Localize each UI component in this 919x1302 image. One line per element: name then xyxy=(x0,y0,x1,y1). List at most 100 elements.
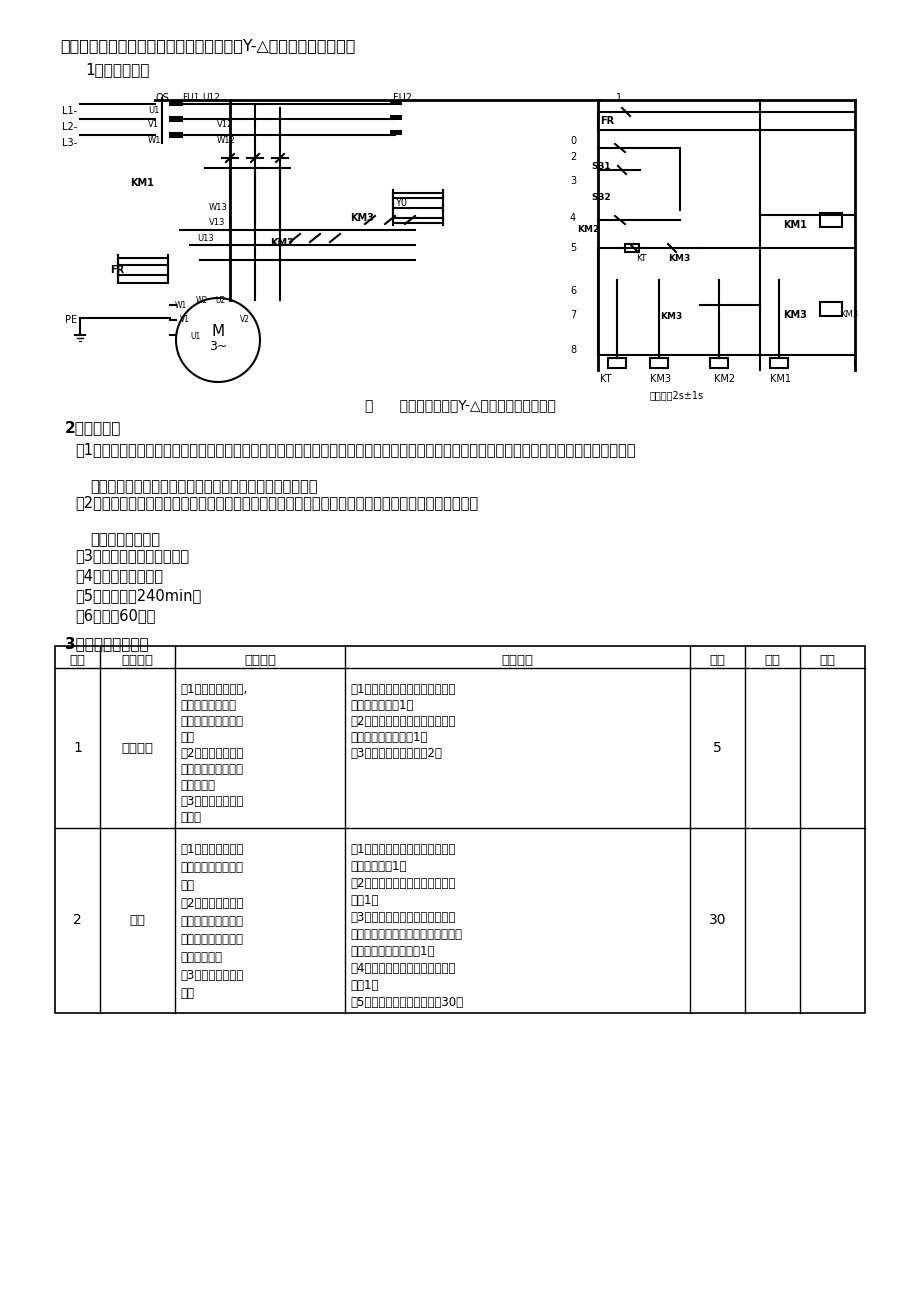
Text: 美观: 美观 xyxy=(180,879,194,892)
Text: KM1: KM1 xyxy=(769,374,790,384)
Text: W1: W1 xyxy=(148,135,162,145)
Text: 配分: 配分 xyxy=(709,654,725,667)
Text: 8: 8 xyxy=(570,345,575,355)
Text: 主要内容: 主要内容 xyxy=(121,654,153,667)
Text: FR: FR xyxy=(110,266,124,275)
Text: PE: PE xyxy=(65,315,77,326)
Text: （3）正确使用工具和仪表。: （3）正确使用工具和仪表。 xyxy=(75,548,189,562)
Text: KM2: KM2 xyxy=(269,238,293,247)
Bar xyxy=(769,358,788,368)
Bar xyxy=(607,358,625,368)
Text: V1: V1 xyxy=(148,120,159,129)
Text: 4: 4 xyxy=(570,214,575,223)
Text: KM1: KM1 xyxy=(130,178,153,187)
Text: 6: 6 xyxy=(570,286,575,296)
Text: W1: W1 xyxy=(175,301,187,310)
Text: （3）损坏元件，每处扣2分: （3）损坏元件，每处扣2分 xyxy=(349,747,441,760)
Text: 配板上: 配板上 xyxy=(180,811,200,824)
Text: （2）元件安装不牢固，安装元件: （2）元件安装不牢固，安装元件 xyxy=(349,715,455,728)
Text: 平竖直，接线紧固、: 平竖直，接线紧固、 xyxy=(180,861,243,874)
Text: 整定时间2s±1s: 整定时间2s±1s xyxy=(650,391,703,400)
Text: 扣分: 扣分 xyxy=(764,654,779,667)
Text: 要正确紧固: 要正确紧固 xyxy=(180,779,215,792)
Bar xyxy=(624,243,639,253)
Text: U13: U13 xyxy=(197,234,213,243)
Text: L1-: L1- xyxy=(62,105,77,116)
Text: （3）按钮不固定在: （3）按钮不固定在 xyxy=(180,796,244,809)
Text: （1）按图纸的要求进行正确的安装。元件在配电板上布置合理，安装要正确牢固；布线要求横平竖直，应尽量避免交叉跨越，接线正确、美观。: （1）按图纸的要求进行正确的安装。元件在配电板上布置合理，安装要正确牢固；布线要… xyxy=(75,441,635,457)
Bar xyxy=(118,258,168,283)
Text: QS: QS xyxy=(156,92,170,103)
Text: 不合理，每处扣1分: 不合理，每处扣1分 xyxy=(349,699,413,712)
Text: 图      三相异步电动机Y-△降压启动控制电路图: 图 三相异步电动机Y-△降压启动控制电路图 xyxy=(364,398,555,411)
Text: （2）电源和电动机: （2）电源和电动机 xyxy=(180,897,244,910)
Text: V12: V12 xyxy=(217,120,233,129)
Text: （5）导线乱线敷设，每处扣30分: （5）导线乱线敷设，每处扣30分 xyxy=(349,996,462,1009)
Text: KM3: KM3 xyxy=(839,310,857,319)
Text: 处扣1分: 处扣1分 xyxy=(349,979,378,992)
Text: （3）接点松动，接头露铜过长，: （3）接点松动，接头露铜过长， xyxy=(349,911,455,924)
Text: 布线: 布线 xyxy=(130,914,145,927)
Text: M: M xyxy=(211,324,224,340)
Bar xyxy=(55,646,864,1013)
Text: SB2: SB2 xyxy=(590,193,610,202)
Bar xyxy=(650,358,667,368)
Text: 30: 30 xyxy=(708,914,725,927)
Text: KT: KT xyxy=(635,254,646,263)
Text: 得分: 得分 xyxy=(819,654,834,667)
Text: 2、考核要求: 2、考核要求 xyxy=(65,421,121,435)
Text: （1）布接线要求横: （1）布接线要求横 xyxy=(180,842,244,855)
Text: 评分标准: 评分标准 xyxy=(501,654,533,667)
Text: 表，熟练地安装电气: 表，熟练地安装电气 xyxy=(180,715,243,728)
Text: 1: 1 xyxy=(616,92,621,103)
Text: （5）考核时间240min。: （5）考核时间240min。 xyxy=(75,589,201,603)
Text: 3~: 3~ xyxy=(209,340,227,353)
Text: 路图接线，扣1分: 路图接线，扣1分 xyxy=(349,861,406,874)
Text: SB1: SB1 xyxy=(590,161,610,171)
Text: V2: V2 xyxy=(240,315,250,324)
Text: 2: 2 xyxy=(570,152,575,161)
Text: 正确利用工具和仪: 正确利用工具和仪 xyxy=(180,699,236,712)
Text: （4）损坏导线绝缘层或线芯，每: （4）损坏导线绝缘层或线芯，每 xyxy=(349,962,455,975)
Text: KM3: KM3 xyxy=(782,310,806,320)
Bar xyxy=(169,100,183,105)
Text: 5: 5 xyxy=(570,243,575,253)
Text: 配线、按钮接线要接: 配线、按钮接线要接 xyxy=(180,915,243,928)
Text: 1、电气原理图: 1、电气原理图 xyxy=(85,62,149,77)
Text: L2-: L2- xyxy=(62,122,77,132)
Text: U1: U1 xyxy=(148,105,159,115)
Text: （2）布线没有做到横平竖直，每: （2）布线没有做到横平竖直，每 xyxy=(349,878,455,891)
Text: L3-: L3- xyxy=(62,138,77,148)
Text: FU2: FU2 xyxy=(392,92,412,103)
Text: 时漏装螺钉，每处扣1分: 时漏装螺钉，每处扣1分 xyxy=(349,730,427,743)
Text: KM3: KM3 xyxy=(659,312,682,322)
Text: U12: U12 xyxy=(202,92,220,102)
Text: 线要求横平竖直，应尽量避免交叉跨越，接线正确、美观。: 线要求横平竖直，应尽量避免交叉跨越，接线正确、美观。 xyxy=(90,479,317,493)
Bar xyxy=(819,214,841,227)
Text: （1）电动机运行正常，但未按电: （1）电动机运行正常，但未按电 xyxy=(349,842,455,855)
Text: 0: 0 xyxy=(570,135,575,146)
Text: KM2: KM2 xyxy=(713,374,734,384)
Bar xyxy=(169,132,183,138)
Text: 2: 2 xyxy=(73,914,82,927)
Text: 引出端子标号: 引出端子标号 xyxy=(180,950,221,963)
Text: W13: W13 xyxy=(209,203,228,212)
Bar xyxy=(390,115,402,120)
Text: （4）安全文明操作。: （4）安全文明操作。 xyxy=(75,568,163,583)
Bar xyxy=(390,100,402,105)
Text: （3）导线不能乱线: （3）导线不能乱线 xyxy=(180,969,244,982)
Text: FU1: FU1 xyxy=(182,92,199,102)
Bar xyxy=(709,358,727,368)
Text: KT: KT xyxy=(599,374,611,384)
Text: （2）按钮盒不固定在配电板上，电源和电动机配线、按钮接线要接到端子排上，要注明引出端子标号。: （2）按钮盒不固定在配电板上，电源和电动机配线、按钮接线要接到端子排上，要注明引… xyxy=(75,495,478,510)
Text: 3: 3 xyxy=(570,176,575,186)
Text: W2: W2 xyxy=(196,296,208,305)
Text: 考核要求: 考核要求 xyxy=(244,654,276,667)
Text: 到端子排上，要注明: 到端子排上，要注明 xyxy=(180,934,243,947)
Text: 1: 1 xyxy=(73,741,82,755)
Text: 元件安装: 元件安装 xyxy=(121,742,153,754)
Text: U2: U2 xyxy=(215,296,225,305)
Text: KM3: KM3 xyxy=(349,214,373,223)
Text: 处扣1分: 处扣1分 xyxy=(349,894,378,907)
Text: W12: W12 xyxy=(217,135,235,145)
